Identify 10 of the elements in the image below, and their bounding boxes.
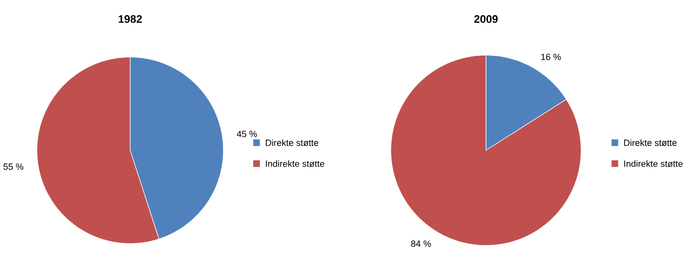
data-label: 84 % [411, 240, 431, 247]
legend-label: Direkte støtte [266, 139, 318, 146]
legend-label: Direkte støtte [624, 139, 677, 146]
chart-title: 1982 [118, 15, 142, 23]
data-label: 55 % [4, 163, 24, 170]
data-label: 45 % [236, 130, 257, 138]
legend-label: Indirekte støtte [266, 160, 324, 167]
chart-title: 2009 [474, 15, 498, 23]
legend-label: Indirekte støtte [624, 160, 683, 167]
data-label: 16 % [541, 54, 561, 60]
